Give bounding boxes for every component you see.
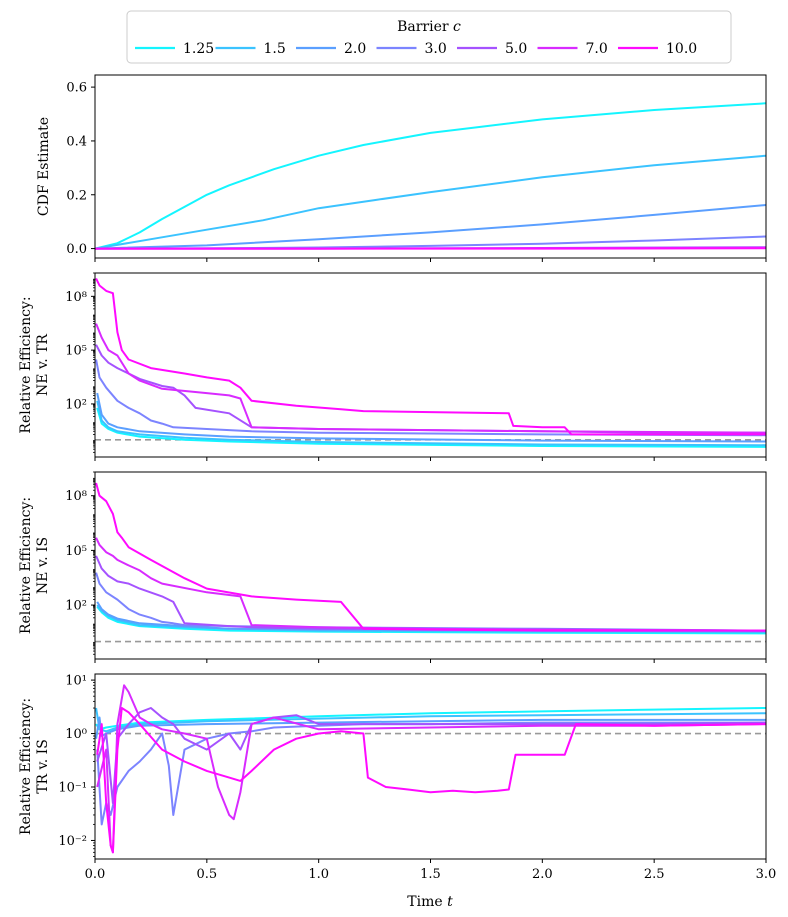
legend-label-1.5: 1.5 (264, 41, 286, 57)
panel-ne-vs-tr: 10² 10⁵ 10⁸ Relative Efficiency:NE v. TR (18, 272, 767, 461)
y-tick-label-ne-vs-is: 10⁵ (65, 544, 87, 559)
y-tick-label-ne-vs-tr: 10² (65, 397, 87, 412)
series-line-ne-vs-is-1.25 (96, 606, 766, 635)
legend-label-3.0: 3.0 (425, 41, 447, 57)
panels: 0.0 0.2 0.4 0.6 CDF Estimate 10² 10⁵ 10⁸ Relativ… (18, 74, 777, 882)
series-line-cdf-1.25 (95, 102, 766, 250)
x-tick-label: 0.5 (196, 867, 217, 882)
series-line-ne-vs-is-10.0 (95, 482, 766, 632)
series-line-ne-vs-is-1.5 (96, 604, 766, 634)
legend-frame (126, 10, 732, 64)
y-tick-label-ne-vs-tr: 10⁸ (65, 290, 87, 305)
panel-ne-vs-is: 10² 10⁵ 10⁸ Relative Efficiency:NE v. IS (18, 471, 767, 663)
y-tick-label-tr-vs-is: 10⁻¹ (58, 781, 87, 796)
legend-items: 1.25 1.5 2.0 3.0 5.0 7.0 10.0 (135, 41, 697, 57)
series-line-tr-vs-is-10.0 (96, 707, 766, 854)
series-line-tr-vs-is-3.0 (96, 721, 766, 826)
x-tick-label: 2.5 (644, 867, 665, 882)
y-tick-label-ne-vs-is: 10⁸ (65, 489, 87, 504)
y-tick-label-cdf: 0.2 (66, 188, 87, 203)
y-tick-label-ne-vs-is: 10² (65, 599, 87, 614)
x-tick-label: 2.0 (532, 867, 553, 882)
series-line-tr-vs-is-5.0 (96, 707, 766, 805)
legend-label-7.0: 7.0 (586, 41, 608, 57)
series-line-tr-vs-is-1.5 (95, 707, 766, 733)
y-axis-label-ne-vs-is: Relative Efficiency:NE v. IS (18, 497, 51, 634)
x-tick-label: 1.0 (308, 867, 329, 882)
y-tick-label-tr-vs-is: 10⁰ (65, 727, 87, 742)
y-axis-label-tr-vs-is: Relative Efficiency:TR v. IS (18, 698, 51, 835)
x-tick-label: 1.5 (420, 867, 441, 882)
y-tick-label-tr-vs-is: 10⁻² (58, 834, 87, 849)
series-line-cdf-2.0 (95, 204, 766, 250)
y-axis-label-ne-vs-tr: Relative Efficiency:NE v. TR (18, 296, 51, 433)
legend: Barrier c 1.25 1.5 2.0 3.0 5.0 7.0 10.0 (126, 10, 732, 64)
x-tick-label: 3.0 (756, 867, 777, 882)
legend-label-1.25: 1.25 (183, 41, 214, 57)
legend-label-10.0: 10.0 (666, 41, 697, 57)
series-line-cdf-1.5 (95, 154, 766, 250)
y-tick-label-cdf: 0.6 (66, 81, 87, 96)
y-tick-label-cdf: 0.4 (66, 134, 87, 149)
legend-title: Barrier c (397, 19, 461, 35)
legend-label-2.0: 2.0 (344, 41, 366, 57)
series-line-ne-vs-tr-7.0 (95, 323, 766, 434)
legend-label-5.0: 5.0 (505, 41, 527, 57)
series-line-ne-vs-tr-1.25 (96, 407, 766, 448)
series-line-ne-vs-tr-2.0 (96, 392, 766, 443)
series-line-ne-vs-tr-5.0 (95, 344, 766, 434)
x-tick-label: 0.0 (85, 867, 106, 882)
y-tick-label-tr-vs-is: 10¹ (65, 674, 87, 689)
x-axis-label: Time t (407, 894, 453, 910)
series-line-ne-vs-tr-3.0 (95, 359, 766, 437)
series-line-tr-vs-is-1.25 (95, 707, 766, 731)
panel-tr-vs-is: 0.0 0.5 1.0 1.5 2.0 2.5 3.0 10⁻² 10⁻¹ 10⁰ 10¹ Relat… (18, 673, 777, 882)
series-line-ne-vs-is-5.0 (95, 555, 766, 632)
y-axis-label-cdf: CDF Estimate (36, 117, 52, 216)
y-tick-label-ne-vs-tr: 10⁵ (65, 344, 87, 359)
plot-frame-cdf (94, 74, 767, 259)
panel-cdf: 0.0 0.2 0.4 0.6 CDF Estimate (36, 74, 767, 262)
y-tick-label-cdf: 0.0 (66, 242, 87, 257)
series-line-ne-vs-is-3.0 (95, 572, 766, 632)
series-line-ne-vs-tr-1.5 (96, 400, 766, 447)
series-line-ne-vs-tr-10.0 (95, 277, 766, 436)
